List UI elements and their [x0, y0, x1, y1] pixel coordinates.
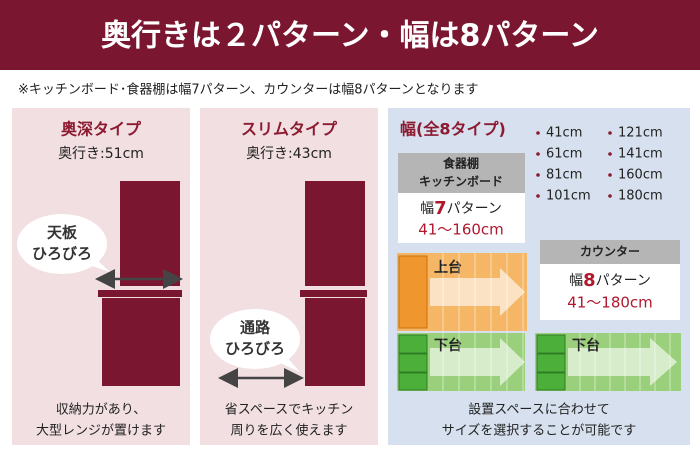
width-item: 61cm — [546, 147, 582, 162]
lower-unit — [398, 353, 428, 373]
box-header-text: キッチンボード — [419, 174, 503, 189]
bullet — [608, 152, 612, 156]
box-header — [398, 153, 525, 193]
bullet — [536, 194, 540, 198]
pattern: 幅8パターン — [569, 270, 651, 291]
countertop — [98, 290, 182, 297]
note: ※キッチンボード･食器棚は幅7パターン、カウンターは幅8パターンとなります — [18, 82, 478, 98]
caption: サイズを選択することが可能です — [442, 423, 637, 439]
suffix: パターン — [596, 273, 651, 289]
bullet — [608, 194, 612, 198]
bubble — [210, 309, 300, 369]
bubble-text: 通路 — [240, 319, 271, 337]
width-item: 160cm — [618, 168, 663, 183]
bubble-text: 天板 — [47, 224, 78, 242]
bubble — [17, 214, 107, 274]
lower-unit — [536, 334, 566, 354]
width-item: 101cm — [546, 189, 591, 204]
prefix: 幅 — [569, 273, 583, 289]
lower-label: 下台 — [572, 337, 600, 354]
lower-unit — [536, 353, 566, 373]
pattern: 幅7パターン — [420, 198, 502, 219]
bullet — [536, 131, 540, 135]
arrow — [430, 338, 525, 386]
bullet — [608, 131, 612, 135]
box — [398, 193, 525, 243]
range: 41～160cm — [418, 221, 504, 239]
caption: 収納力があり、 — [56, 403, 146, 418]
bullet — [536, 152, 540, 156]
lower-unit — [398, 334, 428, 354]
width-item: 41cm — [546, 126, 582, 141]
width-item: 121cm — [618, 126, 663, 141]
bubble-text: ひろびろ — [225, 340, 285, 358]
pattern-number: 7 — [434, 198, 447, 219]
upper-cabinet — [120, 181, 180, 286]
upper-unit — [398, 255, 428, 329]
lower-unit — [398, 372, 428, 391]
title: 奥行きは２パターン・幅は8パターン — [101, 19, 599, 54]
box-header-text: 食器棚 — [442, 156, 479, 171]
upper-cabinet — [305, 181, 365, 286]
suffix: パターン — [447, 201, 502, 217]
upper-label: 上台 — [434, 259, 462, 276]
pattern-number: 8 — [583, 270, 596, 291]
bullet — [608, 173, 612, 177]
panel-title: スリムタイプ — [241, 120, 338, 139]
caption: 大型レンジが置けます — [36, 424, 166, 439]
stripes — [442, 253, 671, 391]
lower-label: 下台 — [434, 337, 462, 354]
caption: 設置スペースに合わせて — [468, 402, 609, 418]
box-header-text: カウンター — [580, 245, 640, 259]
arrow — [430, 268, 525, 316]
depth: 奥行き:43cm — [246, 145, 332, 162]
width-item: 141cm — [618, 147, 663, 162]
caption: 周りを広く使えます — [230, 423, 347, 439]
countertop — [300, 290, 367, 297]
lower-cabinet — [305, 298, 365, 386]
range: 41～180cm — [567, 294, 653, 312]
panel-title: 幅(全8タイプ) — [400, 120, 506, 139]
width-item: 180cm — [618, 189, 663, 204]
bubble-text: ひろびろ — [32, 245, 92, 263]
lower-unit — [536, 372, 566, 391]
caption: 省スペースでキッチン — [225, 403, 353, 418]
width-item: 81cm — [546, 168, 582, 183]
depth: 奥行き:51cm — [58, 145, 144, 162]
bullet — [536, 173, 540, 177]
box-header — [540, 240, 680, 264]
prefix: 幅 — [420, 201, 434, 217]
lower-cabinet — [102, 298, 180, 386]
width-list: 41cm 61cm 81cm 101cm 121cm 141cm 160cm 180cm — [536, 126, 663, 204]
panel-title: 奥深タイプ — [61, 120, 142, 139]
box — [540, 264, 680, 320]
